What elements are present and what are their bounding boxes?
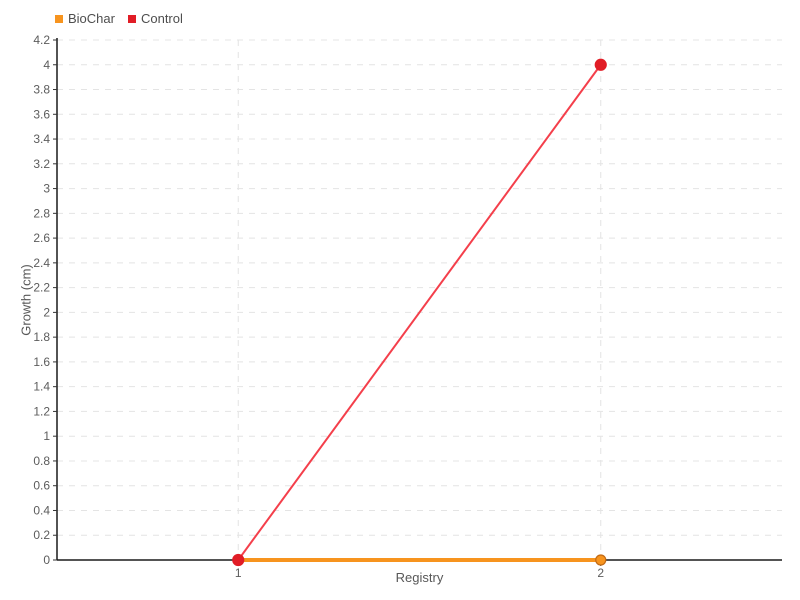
y-tick-label: 3.2 [33,157,50,171]
x-tick-label: 1 [235,566,242,580]
y-tick-label: 3.6 [33,107,50,121]
data-point-biochar [595,554,607,566]
y-tick-label: 3 [43,182,50,196]
y-tick-label: 1.4 [33,380,50,394]
y-tick-label: 1.2 [33,404,50,418]
y-tick-label: 0.8 [33,454,50,468]
y-tick-label: 1.8 [33,330,50,344]
y-tick-label: 2 [43,305,50,319]
legend: BioChar Control [55,11,183,26]
series-line-control [237,64,602,561]
y-tick-label: 0 [43,553,50,567]
y-tick-label: 4.2 [33,33,50,47]
y-tick-label: 1 [43,429,50,443]
x-tick-label: 2 [597,566,604,580]
y-tick-label: 0.6 [33,479,50,493]
legend-item-control[interactable]: Control [127,11,183,26]
y-tick-label: 4 [43,58,50,72]
y-tick-label: 2.6 [33,231,50,245]
data-point-control [594,58,607,71]
y-tick-label: 2.2 [33,281,50,295]
legend-label-control: Control [140,11,183,26]
data-point-control [232,553,245,567]
y-tick-label: 2.8 [33,206,50,220]
y-tick-label: 2.4 [33,256,50,270]
y-tick-label: 1.6 [33,355,50,369]
x-axis-title: Registry [395,570,444,585]
legend-swatch-control-icon [127,14,136,23]
y-tick-label: 3.8 [33,83,50,97]
y-axis-title: Growth (cm) [18,264,34,336]
y-tick-label: 0.2 [33,528,50,542]
y-tick-label: 3.4 [33,132,50,146]
legend-label-biochar: BioChar [68,11,115,26]
legend-swatch-biochar-icon [55,14,63,23]
legend-item-biochar[interactable]: BioChar [55,11,115,26]
y-tick-label: 0.4 [33,503,50,517]
